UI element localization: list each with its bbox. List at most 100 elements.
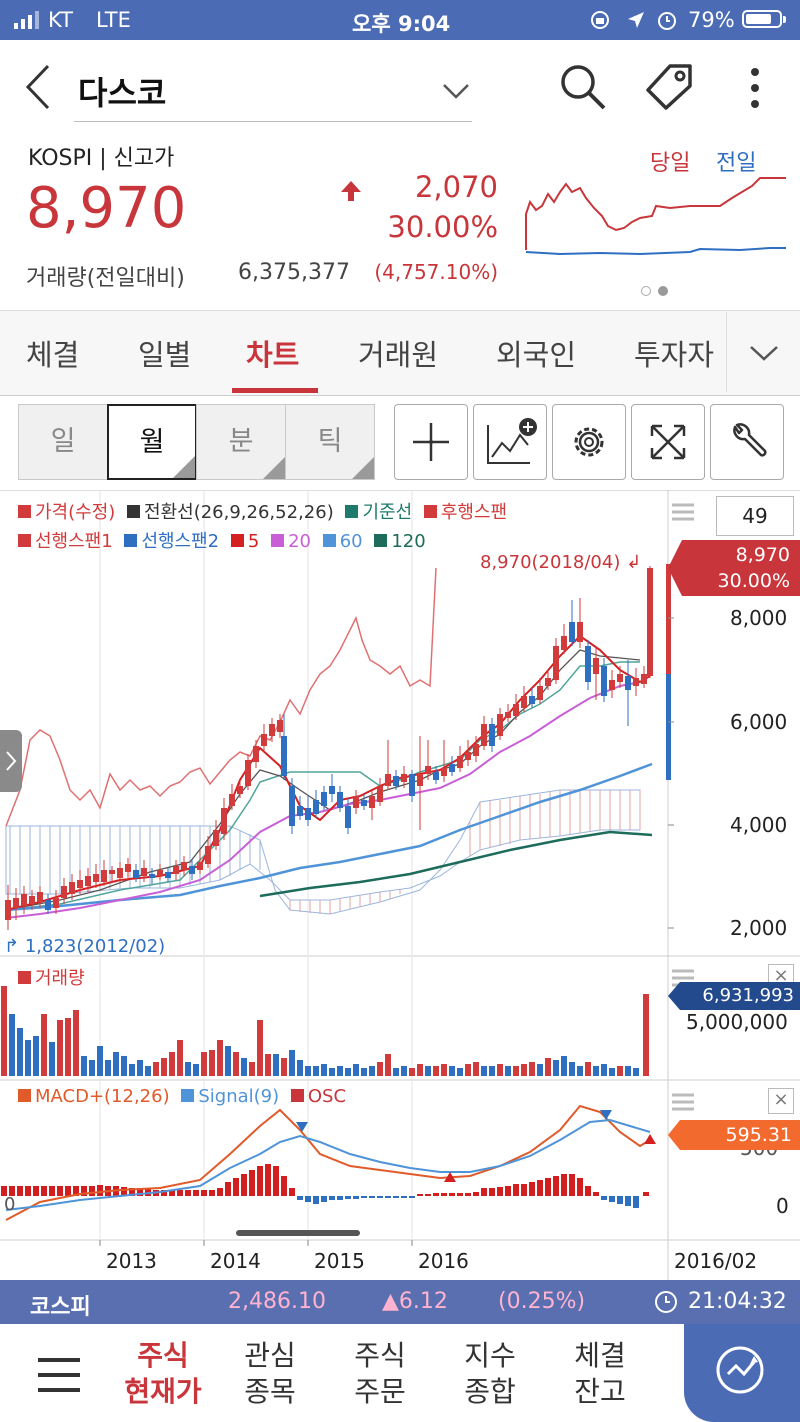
intraday-mini-chart[interactable] xyxy=(520,172,790,264)
osc-bar xyxy=(177,1190,183,1196)
candle-body xyxy=(197,862,203,870)
nav-index[interactable]: 지수 종합 xyxy=(464,1339,516,1408)
y-tick-label: 4,000 xyxy=(730,813,788,837)
settings-button[interactable] xyxy=(552,404,626,480)
osc-bar xyxy=(241,1174,247,1196)
osc-bar xyxy=(193,1190,199,1196)
tab-trades[interactable]: 체결 xyxy=(26,338,80,372)
quick-chart-button[interactable] xyxy=(684,1324,800,1422)
carrier: KT xyxy=(48,8,73,32)
candle-body xyxy=(361,800,367,806)
volume-bar xyxy=(577,1066,583,1076)
candle-body xyxy=(173,866,179,874)
tab-more-button[interactable] xyxy=(726,312,800,392)
volume-bar xyxy=(441,1064,447,1076)
volume-bar xyxy=(585,1062,591,1076)
tab-investor[interactable]: 투자자 xyxy=(634,338,715,372)
menu-icon[interactable] xyxy=(672,502,694,522)
volume-bar xyxy=(345,1068,351,1076)
osc-bar xyxy=(209,1190,215,1196)
volume-bar xyxy=(249,1062,255,1076)
chevron-down-icon[interactable] xyxy=(442,82,470,100)
volume-bar xyxy=(17,1028,23,1076)
osc-bar xyxy=(25,1186,31,1196)
candle-body xyxy=(481,724,487,746)
tag-icon[interactable] xyxy=(644,62,696,112)
osc-bar xyxy=(513,1184,519,1196)
crosshair-button[interactable] xyxy=(394,404,468,480)
volume-bar xyxy=(145,1066,151,1076)
x-tick-marks xyxy=(99,1240,413,1246)
side-panel-handle[interactable] xyxy=(0,730,22,792)
tab-daily[interactable]: 일별 xyxy=(138,338,192,372)
volume-bar xyxy=(609,1068,615,1076)
page-dot-1[interactable] xyxy=(641,286,651,296)
osc-bar xyxy=(553,1176,559,1196)
volume-bar xyxy=(57,1020,63,1076)
menu-icon[interactable] xyxy=(672,1092,694,1112)
nav-watchlist[interactable]: 관심 종목 xyxy=(244,1339,296,1408)
candle-body xyxy=(281,736,287,776)
search-icon[interactable] xyxy=(558,62,608,112)
candle-body xyxy=(245,760,251,786)
close-macd-pane-icon[interactable]: × xyxy=(768,1088,794,1114)
ichimoku-cloud xyxy=(5,789,641,915)
osc-bar xyxy=(321,1196,327,1202)
osc-bar xyxy=(257,1166,263,1196)
chart-area[interactable] xyxy=(0,490,800,1281)
candle-body xyxy=(149,874,155,878)
period-tick-button[interactable]: 틱 xyxy=(285,404,375,480)
legend-base: 기준선 xyxy=(345,502,412,523)
candle-body xyxy=(21,894,27,906)
hamburger-menu-icon[interactable] xyxy=(38,1356,80,1394)
volume-bar xyxy=(593,1066,599,1076)
back-icon[interactable] xyxy=(24,64,54,110)
volume-bar xyxy=(377,1062,383,1076)
osc-bar xyxy=(593,1192,599,1196)
nav-balance[interactable]: 체결 잔고 xyxy=(574,1339,626,1408)
tools-button[interactable] xyxy=(710,404,784,480)
expand-icon xyxy=(650,424,686,460)
tab-foreigner[interactable]: 외국인 xyxy=(496,338,577,372)
tab-bar xyxy=(0,310,800,396)
candle-body xyxy=(553,646,559,680)
cursor-date-label: 2016/02 xyxy=(674,1249,758,1273)
candle-body xyxy=(417,774,423,786)
osc-bar xyxy=(137,1188,143,1196)
candle-body xyxy=(117,868,123,878)
ma120-line xyxy=(259,830,653,898)
y-tick-label: 6,000 xyxy=(730,710,788,734)
tab-broker[interactable]: 거래원 xyxy=(358,338,439,372)
count-box[interactable]: 49 xyxy=(716,496,794,536)
volume-bar xyxy=(265,1054,271,1076)
osc-bar xyxy=(497,1187,503,1196)
candle-body xyxy=(457,756,463,768)
period-month-button[interactable]: 월 xyxy=(107,404,197,480)
period-day-button[interactable]: 일 xyxy=(18,404,108,480)
clock-icon xyxy=(655,1291,677,1313)
candle-body xyxy=(213,830,219,846)
nav-order[interactable]: 주식 주문 xyxy=(354,1339,406,1408)
period-minute-button[interactable]: 분 xyxy=(196,404,286,480)
osc-bar xyxy=(489,1188,495,1196)
fullscreen-button[interactable] xyxy=(631,404,705,480)
dropdown-corner-icon xyxy=(173,456,195,478)
price-chart-svg[interactable] xyxy=(0,490,800,1280)
candle-body xyxy=(101,870,107,882)
volume-bar xyxy=(9,1014,15,1076)
osc-bar xyxy=(265,1164,271,1196)
more-icon[interactable] xyxy=(748,66,762,110)
ma20-line xyxy=(5,681,641,919)
tab-chart[interactable]: 차트 xyxy=(246,338,300,372)
nav-current-price[interactable]: 주식 현재가 xyxy=(124,1339,202,1408)
dropdown-corner-icon xyxy=(352,457,374,479)
osc-bar xyxy=(417,1194,423,1196)
page-dot-2[interactable] xyxy=(658,286,668,296)
macd-line xyxy=(5,1104,651,1221)
add-indicator-button[interactable] xyxy=(473,404,547,480)
index-change-percent: (0.25%) xyxy=(498,1289,586,1314)
volume-bar xyxy=(489,1066,495,1076)
stock-name[interactable]: 다스코 xyxy=(78,74,167,112)
index-ticker-bar[interactable]: 코스피 2,486.10 ▲6.12 (0.25%) 21:04:32 xyxy=(0,1280,800,1324)
osc-bar xyxy=(57,1186,63,1196)
